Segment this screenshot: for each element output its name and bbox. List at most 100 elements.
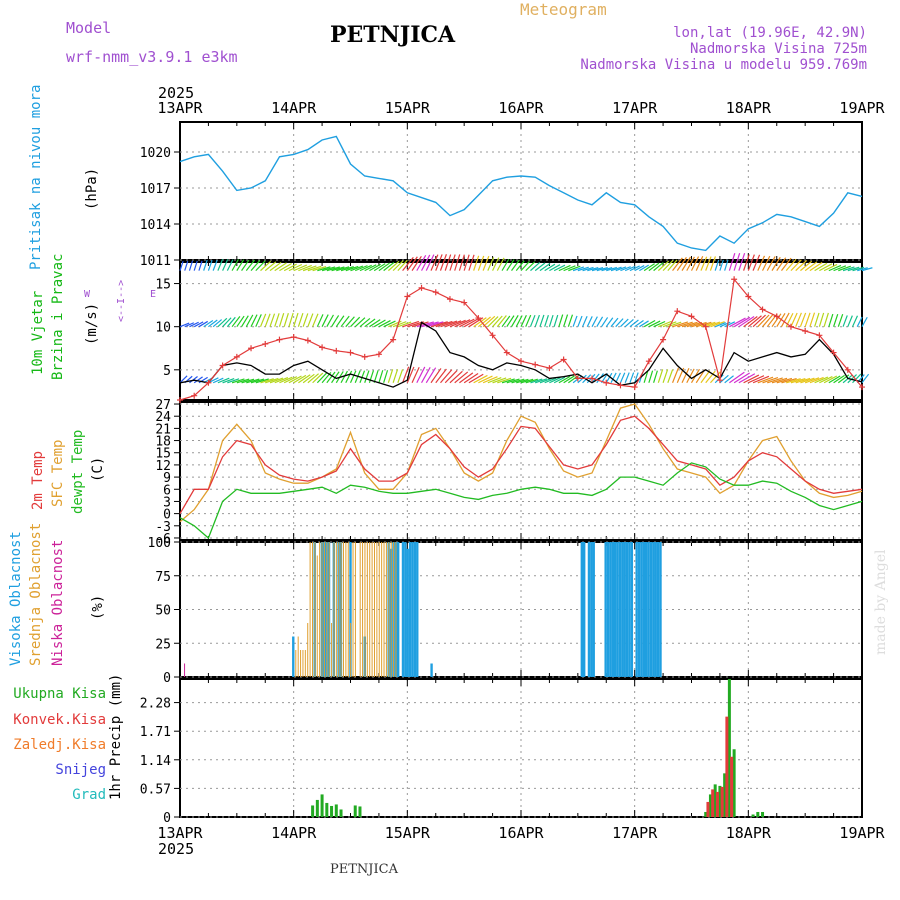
wind-arrow <box>809 312 816 327</box>
cloud-bar <box>393 542 395 677</box>
wind-arrow <box>449 254 456 271</box>
cloud-bar <box>352 542 354 677</box>
x-tick-label-bottom: 18APR <box>726 824 772 842</box>
wind-arrow <box>497 377 512 384</box>
wind-arrow <box>231 259 239 271</box>
wind-arrow <box>738 253 746 271</box>
wind-speed-marker <box>489 332 496 339</box>
cloud-bar <box>335 542 337 677</box>
wind-speed-marker <box>589 375 596 382</box>
wind-arrow <box>710 371 721 384</box>
wind-arrow <box>563 265 576 272</box>
wind-arrow <box>615 318 624 328</box>
wind-arrow <box>184 322 195 328</box>
wind-arrow <box>421 367 431 384</box>
wind-arrow <box>634 372 639 383</box>
wind-arrow <box>828 264 842 272</box>
wind-arrow <box>283 263 297 272</box>
wind-arrow <box>411 366 420 383</box>
cloud-bar <box>413 542 417 677</box>
cloud-bar <box>645 542 648 677</box>
wind-arrow <box>355 265 368 272</box>
wind-arrow <box>729 317 746 328</box>
wind-arrow <box>728 252 736 271</box>
wind-arrow <box>572 315 578 327</box>
wind-arrow <box>577 266 589 272</box>
wind-speed-marker <box>304 337 311 344</box>
wind-arrow <box>657 369 664 383</box>
cloud-bar <box>592 542 595 677</box>
wind-arrow <box>553 314 559 327</box>
wind-arrow <box>681 367 690 384</box>
compass-w: W <box>84 289 91 300</box>
wind-speed-marker <box>759 306 766 313</box>
wind-speed-marker <box>461 299 468 306</box>
wind-arrow <box>492 315 503 328</box>
pressure-line <box>179 135 863 252</box>
wind-arrow <box>373 263 386 272</box>
cloud-bar <box>345 542 347 677</box>
y-tick-label: 9 <box>163 471 171 486</box>
wind-arrow <box>762 314 774 328</box>
cloud-bar <box>656 542 660 677</box>
wind-arrow <box>245 314 254 327</box>
wind-arrow <box>459 318 475 328</box>
panel-0 <box>179 121 863 261</box>
wind-arrow <box>624 319 634 328</box>
wind-arrow <box>312 372 324 384</box>
wind-arrow <box>615 266 627 272</box>
wind-speed-marker <box>404 293 411 300</box>
wind-arrow <box>477 255 485 271</box>
wind-arrow <box>501 315 511 328</box>
x-tick-label-bottom: 13APR <box>157 824 203 842</box>
wind-arrow <box>179 261 184 271</box>
wind-arrow <box>506 315 515 328</box>
precip-total-bar <box>732 749 736 817</box>
wind-arrow <box>733 252 741 271</box>
wind-arrow <box>833 265 847 272</box>
wind-arrow <box>786 378 801 384</box>
wind-arrow <box>586 316 593 327</box>
wind-arrow <box>350 265 364 272</box>
y-tick-label: 1.14 <box>140 754 171 769</box>
wind-speed-marker <box>361 353 368 360</box>
wind-speed-marker <box>262 340 269 347</box>
precip-conv-bar <box>711 789 715 817</box>
coords-label: lon,lat (19.96E, 42.9N) <box>673 25 867 41</box>
wind-arrow <box>364 318 376 328</box>
cloud-bar <box>583 542 586 677</box>
wind-arrow <box>733 316 751 328</box>
wind-arrow <box>246 378 260 384</box>
cloud-bar <box>342 542 344 677</box>
x-tick-label-bottom: 16APR <box>498 824 544 842</box>
wind-arrow <box>705 256 712 271</box>
wind-arrow <box>629 372 635 383</box>
wind-arrow <box>515 260 525 272</box>
y-tick-label: 1014 <box>140 218 171 233</box>
cloud-bar <box>321 542 323 677</box>
wind-arrow <box>445 320 462 328</box>
wind-arrow <box>681 321 698 328</box>
cloud-bar <box>637 542 641 677</box>
cloud-bar <box>649 542 653 677</box>
wind-arrow <box>359 318 371 328</box>
wind-arrow <box>686 256 695 271</box>
x-tick-label-bottom: 17APR <box>612 824 658 842</box>
cloud-bar <box>388 542 390 677</box>
temp-2m-line <box>179 415 863 514</box>
wind-arrow <box>416 255 427 271</box>
cloud-bar <box>654 542 657 677</box>
wind-arrow <box>856 316 863 327</box>
wind-arrow <box>591 316 598 327</box>
legend-hail: Grad <box>72 787 106 803</box>
wind-arrow <box>525 261 536 272</box>
wind-arrow <box>733 372 750 384</box>
wind-arrow <box>402 320 420 328</box>
wind-arrow <box>847 266 860 272</box>
wind-arrow <box>260 378 274 384</box>
wind-arrow <box>766 256 776 271</box>
wind-arrow <box>686 321 703 328</box>
wind-arrow <box>620 318 629 328</box>
wind-arrow <box>695 256 704 271</box>
